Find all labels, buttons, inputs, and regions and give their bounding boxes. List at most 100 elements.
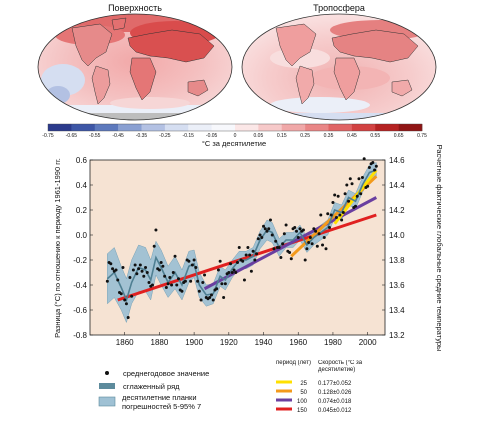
y2-tick-label: 13.6	[389, 281, 405, 290]
annual-point	[327, 226, 331, 229]
x-tick-label: 1860	[116, 338, 134, 347]
annual-point	[310, 242, 314, 246]
annual-point	[234, 271, 238, 274]
y2-tick-label: 13.2	[389, 331, 405, 340]
annual-point	[171, 271, 175, 274]
scale-tick-label: 0.75	[417, 133, 427, 139]
annual-point	[341, 211, 345, 214]
annual-point	[211, 298, 215, 302]
annual-point	[274, 239, 278, 243]
scale-swatch	[351, 124, 376, 131]
scale-swatch	[258, 124, 283, 131]
scale-tick-label: 0.65	[394, 133, 404, 139]
annual-point	[203, 273, 207, 277]
scale-tick-label: -0.05	[206, 133, 218, 139]
annual-point	[336, 194, 340, 198]
scale-tick-label: -0.55	[89, 133, 101, 139]
y-axis-label: Разница (°C) по отношению к периоду 1961…	[53, 158, 62, 338]
annual-point	[180, 289, 184, 293]
legend-period-header-wrap: период (лет)	[276, 360, 311, 366]
annual-point	[319, 213, 323, 217]
y2-tick-label: 14.0	[389, 231, 405, 240]
annual-point	[190, 263, 194, 267]
trend-legend-rate: 0.128±0.026	[318, 390, 352, 396]
surface-trend-map	[38, 14, 232, 120]
troposphere-trend-map	[242, 14, 436, 120]
annual-point	[282, 232, 286, 236]
annual-point	[249, 269, 253, 273]
annual-point	[215, 287, 219, 291]
annual-point	[232, 268, 236, 272]
smoothed-series	[106, 169, 377, 303]
annual-point	[133, 263, 137, 267]
scale-swatch	[305, 124, 329, 131]
annual-point	[263, 227, 267, 231]
x-tick-label: 1980	[324, 338, 342, 347]
annual-point	[168, 276, 172, 279]
y-tick-label: -0.2	[73, 256, 87, 265]
annual-point	[244, 253, 248, 257]
annual-point	[124, 302, 128, 306]
scale-swatch	[141, 124, 166, 131]
annual-point	[135, 272, 139, 276]
annual-point	[150, 283, 154, 287]
scale-swatch	[235, 124, 259, 131]
annual-point	[119, 292, 123, 296]
scale-tick-label: 0.45	[347, 133, 357, 139]
y-tick-label: 0.4	[76, 181, 88, 190]
annual-point	[312, 227, 316, 231]
trend-legend-rate: 0.074±0.018	[318, 399, 352, 405]
legend-smoothed-label: сглаженный ряд	[123, 382, 180, 391]
annual-point	[126, 316, 130, 319]
annual-point	[196, 279, 200, 283]
annual-point	[218, 259, 222, 263]
annual-point	[246, 246, 250, 249]
legend-uncertainty-wrap: десятилетние планки погрешностей 5-95% 7	[122, 393, 201, 411]
annual-point	[175, 283, 179, 287]
annual-point	[223, 282, 227, 286]
legend: среднегодовое значение сглаженный ряд де…	[98, 360, 363, 414]
scale-tick-label: -0.45	[112, 133, 124, 139]
annual-point	[230, 271, 234, 274]
annual-point	[321, 243, 325, 247]
map-title-surface: Поверхность	[108, 3, 162, 13]
trend-line-25	[333, 169, 378, 225]
scale-swatch	[118, 124, 142, 131]
scale-tick-label: 0.15	[277, 133, 287, 139]
annual-point	[260, 236, 264, 239]
trend-line-150	[117, 213, 377, 302]
scale-swatch	[188, 124, 212, 131]
trend-legend-period: 100	[297, 399, 308, 405]
annual-point	[374, 164, 378, 168]
annual-point	[362, 157, 366, 161]
annual-point	[255, 252, 259, 256]
annual-point	[272, 247, 276, 251]
annual-point	[222, 296, 226, 299]
annual-point	[123, 298, 127, 302]
annual-point	[237, 246, 241, 249]
annual-point	[201, 281, 205, 284]
x-tick-label: 1880	[151, 338, 169, 347]
x-tick-label: 1900	[185, 338, 203, 347]
plot-area	[89, 159, 386, 336]
annual-point	[303, 258, 307, 262]
annual-point	[159, 261, 163, 264]
annual-point	[350, 182, 354, 186]
scale-swatch	[398, 124, 423, 131]
scale-tick-label: 0.25	[300, 133, 310, 139]
scale-swatch	[71, 124, 96, 131]
annual-point	[251, 249, 255, 253]
scale-tick-label: -0.25	[159, 133, 171, 139]
scale-swatch	[281, 124, 306, 131]
annual-point	[329, 213, 333, 217]
annual-point	[268, 218, 272, 222]
annual-point	[262, 224, 266, 228]
scale-tick-label: 0.35	[324, 133, 334, 139]
legend-rate-header: Скорость (°C за десятилетие)	[318, 360, 363, 373]
annual-point	[314, 229, 318, 233]
annual-point	[157, 268, 161, 272]
annual-point	[130, 294, 134, 298]
y-tick-label: -0.4	[73, 281, 87, 290]
annual-point	[343, 192, 347, 196]
legend-annual-label: среднегодовое значение	[123, 369, 209, 378]
